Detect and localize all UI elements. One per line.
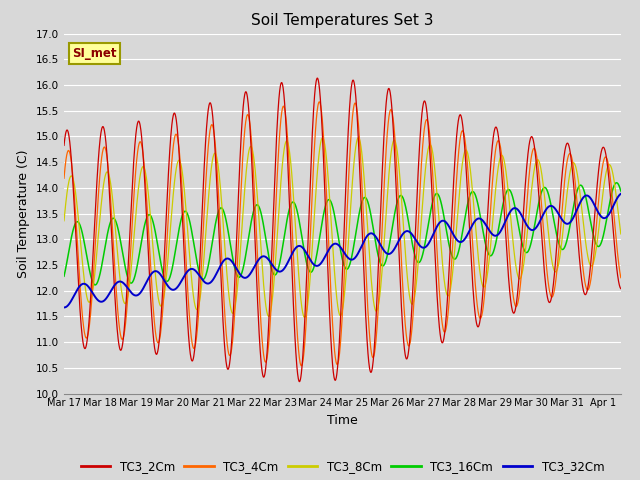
Title: Soil Temperatures Set 3: Soil Temperatures Set 3 xyxy=(251,13,434,28)
X-axis label: Time: Time xyxy=(327,414,358,427)
Y-axis label: Soil Temperature (C): Soil Temperature (C) xyxy=(17,149,30,278)
Legend: TC3_2Cm, TC3_4Cm, TC3_8Cm, TC3_16Cm, TC3_32Cm: TC3_2Cm, TC3_4Cm, TC3_8Cm, TC3_16Cm, TC3… xyxy=(76,455,609,478)
Text: SI_met: SI_met xyxy=(72,47,117,60)
